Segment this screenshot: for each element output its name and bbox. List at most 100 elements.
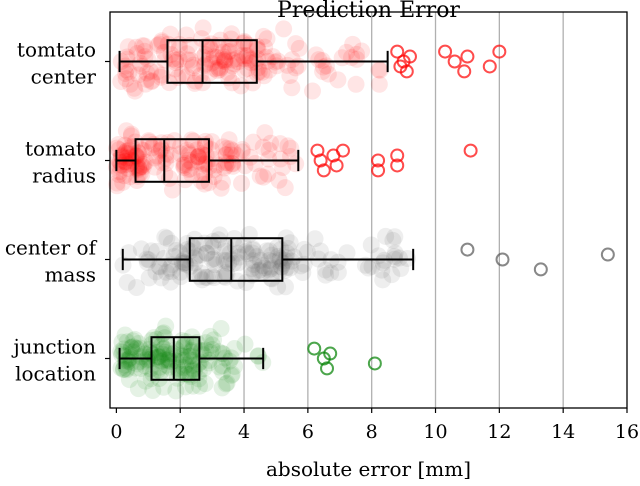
jitter-point <box>127 38 145 56</box>
jitter-point <box>219 43 237 61</box>
jitter-point <box>119 353 137 371</box>
jitter-point <box>178 45 196 63</box>
jitter-point <box>220 37 238 55</box>
y-category-label: junction location <box>11 335 96 386</box>
jitter-point <box>156 343 174 361</box>
jitter-point <box>251 167 269 185</box>
jitter-point <box>292 257 310 275</box>
jitter-point <box>128 355 146 373</box>
jitter-point <box>200 37 218 55</box>
jitter-point <box>235 34 253 52</box>
jitter-point <box>201 327 219 345</box>
outlier-point <box>495 252 510 267</box>
jitter-point <box>114 173 132 191</box>
jitter-point <box>192 246 210 264</box>
jitter-point <box>217 375 235 393</box>
jitter-point <box>229 244 247 262</box>
jitter-point <box>205 250 223 268</box>
jitter-point <box>233 140 251 158</box>
jitter-point <box>139 348 157 366</box>
jitter-point <box>307 46 325 64</box>
jitter-point <box>285 248 303 266</box>
jitter-point <box>392 260 410 278</box>
jitter-point <box>311 242 329 260</box>
jitter-point <box>120 371 138 389</box>
jitter-point <box>149 361 167 379</box>
jitter-point <box>110 157 128 175</box>
jitter-point <box>322 264 340 282</box>
jitter-point <box>202 41 220 59</box>
jitter-point <box>183 153 201 171</box>
jitter-point <box>150 257 168 275</box>
box <box>166 39 258 84</box>
jitter-point <box>244 240 262 258</box>
outlier-point <box>390 44 405 59</box>
outlier-point <box>390 148 405 163</box>
jitter-point <box>313 51 331 69</box>
jitter-point <box>233 143 251 161</box>
jitter-point <box>116 64 134 82</box>
jitter-point <box>256 124 274 142</box>
jitter-point <box>120 244 138 262</box>
jitter-point <box>184 360 202 378</box>
jitter-point <box>203 150 221 168</box>
jitter-point <box>140 269 158 287</box>
jitter-point <box>226 357 244 375</box>
jitter-point <box>362 236 380 254</box>
jitter-point <box>235 50 253 68</box>
y-category-label-line: location <box>15 362 96 386</box>
jitter-point <box>269 278 287 296</box>
jitter-point <box>194 19 212 37</box>
x-tick-label: 10 <box>423 421 447 443</box>
jitter-point <box>260 261 278 279</box>
jitter-point <box>223 154 241 172</box>
jitter-point <box>223 25 241 43</box>
jitter-point <box>229 254 247 272</box>
jitter-point <box>118 333 136 351</box>
jitter-point <box>283 79 301 97</box>
jitter-point <box>213 357 231 375</box>
jitter-point <box>153 66 171 84</box>
jitter-point <box>232 77 250 95</box>
jitter-point <box>248 248 266 266</box>
jitter-point <box>131 54 149 72</box>
jitter-point <box>205 48 223 66</box>
jitter-point <box>142 242 160 260</box>
jitter-point <box>217 264 235 282</box>
jitter-point <box>179 365 197 383</box>
jitter-point <box>262 134 280 152</box>
jitter-point <box>155 345 173 363</box>
jitter-point <box>258 30 276 48</box>
jitter-point <box>245 255 263 273</box>
jitter-point <box>196 45 214 63</box>
jitter-point <box>149 348 167 366</box>
jitter-point <box>192 342 210 360</box>
outlier-point <box>402 49 417 64</box>
jitter-point <box>152 336 170 354</box>
jitter-point <box>112 343 130 361</box>
jitter-point <box>176 154 194 172</box>
outlier-point <box>463 143 478 158</box>
jitter-point <box>356 256 374 274</box>
jitter-point <box>256 259 274 277</box>
jitter-point <box>204 238 222 256</box>
jitter-point <box>193 264 211 282</box>
outlier-point <box>460 49 475 64</box>
jitter-point <box>188 247 206 265</box>
jitter-point <box>177 255 195 273</box>
jitter-point <box>383 266 401 284</box>
jitter-point <box>200 50 218 68</box>
jitter-point <box>179 144 197 162</box>
jitter-point <box>185 351 203 369</box>
jitter-point <box>184 356 202 374</box>
jitter-point <box>295 240 313 258</box>
jitter-point <box>132 240 150 258</box>
jitter-point <box>139 50 157 68</box>
jitter-point <box>195 57 213 75</box>
jitter-point <box>163 263 181 281</box>
jitter-point <box>214 48 232 66</box>
jitter-point <box>359 259 377 277</box>
jitter-point <box>304 82 322 100</box>
jitter-point <box>178 67 196 85</box>
jitter-point <box>155 378 173 396</box>
